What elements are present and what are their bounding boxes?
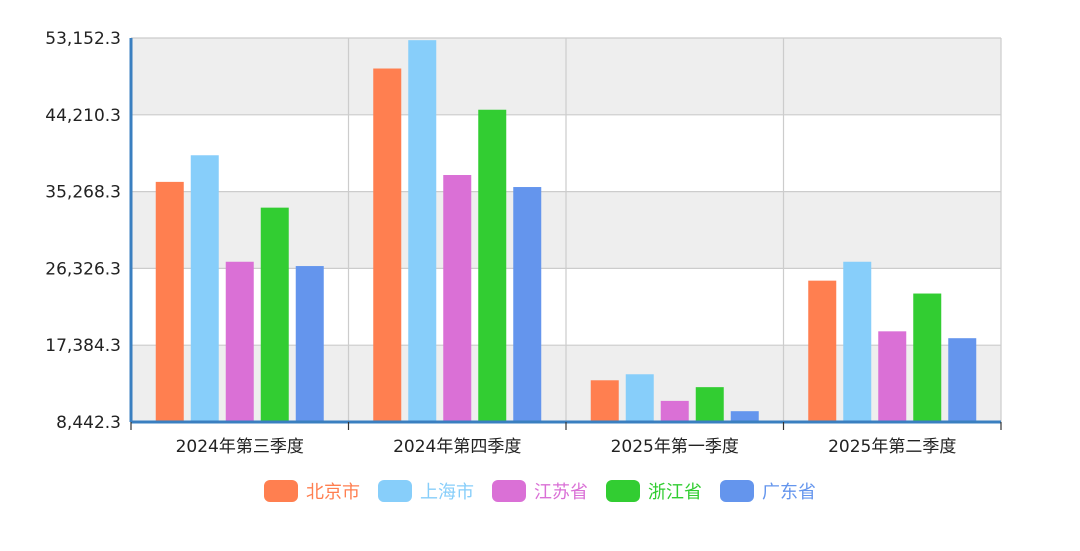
legend-swatch [492, 480, 526, 502]
y-tick-label: 26,326.3 [45, 259, 121, 279]
x-tick-label: 2025年第二季度 [828, 437, 956, 457]
bar [625, 374, 654, 422]
bar [408, 40, 437, 422]
bar [443, 175, 472, 422]
bars [155, 40, 977, 423]
bar [808, 280, 837, 422]
bar [225, 261, 254, 422]
bar [155, 181, 184, 422]
y-tick-label: 8,442.3 [56, 413, 121, 433]
bar [730, 411, 759, 422]
legend-swatch [264, 480, 298, 502]
bar [190, 155, 219, 423]
y-tick-label: 17,384.3 [45, 336, 121, 356]
bar [913, 293, 942, 422]
bar [513, 187, 542, 422]
legend-label: 广东省 [762, 482, 816, 503]
legend: 北京市 上海市 江苏省 浙江省 广东省 [0, 478, 1080, 504]
y-tick-label: 53,152.3 [45, 29, 121, 49]
legend-item[interactable]: 上海市 [378, 478, 474, 504]
bar [878, 331, 907, 422]
x-tick-label: 2024年第三季度 [176, 437, 304, 457]
axes [129, 38, 1002, 430]
y-axis-ticks: 53,152.3 44,210.3 35,268.3 26,326.3 17,384.3… [45, 29, 121, 433]
legend-swatch [720, 480, 754, 502]
y-tick-label: 44,210.3 [45, 106, 121, 126]
bar [260, 207, 289, 422]
legend-swatch [378, 480, 412, 502]
legend-label: 上海市 [420, 482, 474, 503]
bar [373, 68, 402, 422]
bar [948, 338, 977, 422]
legend-item[interactable]: 北京市 [264, 478, 360, 504]
x-tick-label: 2024年第四季度 [393, 437, 521, 457]
legend-label: 北京市 [306, 482, 360, 503]
legend-item[interactable]: 浙江省 [606, 478, 702, 504]
x-tick-label: 2025年第一季度 [611, 437, 739, 457]
bar [590, 380, 619, 422]
y-tick-label: 35,268.3 [45, 183, 121, 203]
legend-label: 江苏省 [534, 482, 588, 503]
x-axis-ticks: 2024年第三季度 2024年第四季度 2025年第一季度 2025年第二季度 [176, 437, 957, 457]
legend-item[interactable]: 广东省 [720, 478, 816, 504]
bar [478, 109, 507, 422]
legend-item[interactable]: 江苏省 [492, 478, 588, 504]
bar [295, 266, 324, 422]
legend-swatch [606, 480, 640, 502]
bar [660, 400, 689, 422]
bar [695, 387, 724, 422]
legend-label: 浙江省 [648, 482, 702, 503]
bar [843, 261, 872, 422]
